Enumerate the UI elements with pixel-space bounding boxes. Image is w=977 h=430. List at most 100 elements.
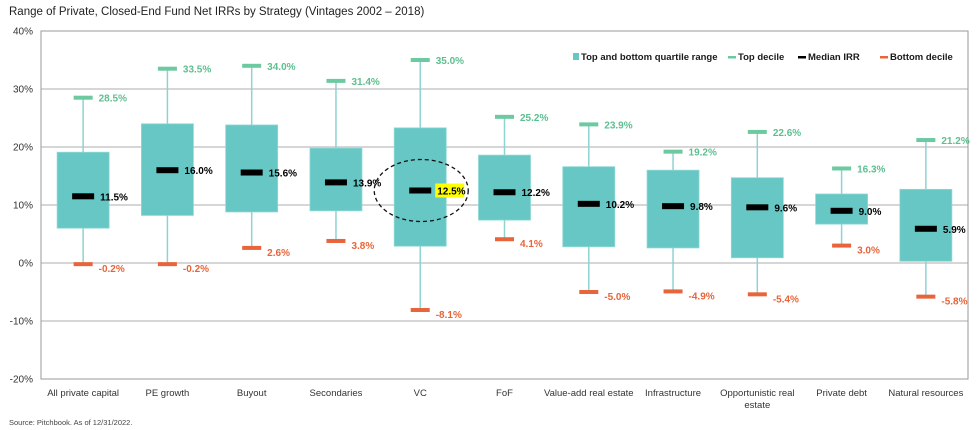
category-label: FoF: [496, 388, 513, 399]
bottom-decile-marker: [747, 292, 767, 297]
top-decile-label: 31.4%: [351, 77, 379, 88]
top-decile-marker: [495, 114, 514, 119]
y-tick-label: 20%: [13, 143, 33, 154]
median-marker: [240, 169, 263, 176]
bottom-decile-marker: [495, 237, 514, 242]
bottom-decile-marker: [73, 262, 93, 267]
bottom-decile-label: -8.1%: [436, 310, 462, 321]
category-label: Secondaries: [310, 388, 363, 399]
top-decile-marker: [663, 149, 683, 154]
median-marker: [662, 203, 685, 210]
median-label: 15.6%: [269, 169, 297, 180]
top-decile-marker: [579, 122, 599, 127]
top-decile-label: 34.0%: [267, 62, 295, 73]
median-marker: [830, 207, 853, 214]
bottom-decile-marker: [242, 245, 262, 250]
top-decile-marker: [73, 95, 93, 100]
median-marker: [914, 225, 937, 232]
median-label-highlight: [435, 183, 465, 198]
top-decile-label: 25.2%: [520, 113, 548, 124]
median-marker: [577, 200, 600, 207]
top-decile-label: 21.2%: [941, 136, 969, 147]
median-label: 9.0%: [859, 207, 882, 218]
bottom-decile-marker: [663, 289, 683, 294]
category-label: Private debt: [816, 388, 867, 399]
median-label: 10.2%: [606, 200, 634, 211]
top-decile-label: 33.5%: [183, 65, 211, 76]
top-decile-marker: [242, 63, 262, 68]
category-label: estate: [744, 400, 770, 411]
median-label: 9.6%: [774, 203, 797, 214]
quartile-box: [899, 188, 953, 262]
median-marker: [72, 193, 95, 200]
top-decile-label: 16.3%: [857, 164, 885, 175]
median-label: 16.0%: [184, 166, 212, 177]
y-tick-label: -20%: [10, 375, 33, 386]
top-decile-label: 35.0%: [436, 56, 464, 67]
category-label: Buyout: [237, 388, 267, 399]
legend-swatch-line: [880, 56, 888, 59]
y-tick-label: 10%: [13, 201, 33, 212]
median-label: 9.8%: [690, 202, 713, 213]
category-label: Value-add real estate: [544, 388, 634, 399]
top-decile-marker: [157, 66, 177, 71]
median-marker: [324, 179, 347, 186]
quartile-box: [225, 124, 279, 213]
bottom-decile-label: -5.4%: [773, 294, 799, 305]
top-decile-label: 28.5%: [99, 94, 127, 105]
legend-label: Median IRR: [808, 52, 860, 63]
bottom-decile-label: -5.0%: [604, 292, 630, 303]
legend-label: Bottom decile: [890, 52, 953, 63]
bottom-decile-label: -4.9%: [689, 291, 715, 302]
chart-title: Range of Private, Closed-End Fund Net IR…: [9, 6, 425, 18]
top-decile-label: 19.2%: [689, 148, 717, 159]
category-label: Opportunistic real: [720, 388, 794, 399]
y-tick-label: 30%: [13, 85, 33, 96]
top-decile-label: 23.9%: [604, 120, 632, 131]
top-decile-marker: [410, 58, 430, 62]
median-label: 13.9%: [353, 178, 381, 189]
bottom-decile-label: 2.6%: [267, 248, 290, 259]
quartile-box: [478, 154, 531, 221]
bottom-decile-marker: [410, 307, 430, 312]
category-label: All private capital: [47, 388, 119, 399]
category-label: VC: [414, 388, 427, 399]
top-decile-marker: [747, 129, 767, 134]
category-label: Natural resources: [888, 388, 963, 399]
top-decile-label: 22.6%: [773, 128, 801, 139]
median-marker: [156, 167, 179, 174]
legend-swatch-line: [728, 56, 736, 59]
y-tick-label: 40%: [13, 27, 33, 38]
median-marker: [746, 204, 769, 211]
median-marker: [493, 189, 516, 196]
top-decile-marker: [832, 166, 852, 171]
bottom-decile-marker: [916, 294, 936, 299]
legend-label: Top decile: [738, 52, 784, 63]
plot-area-frame: [40, 30, 969, 380]
top-decile-marker: [326, 78, 346, 83]
y-tick-label: 0%: [19, 259, 34, 270]
top-decile-marker: [916, 138, 936, 143]
category-label: PE growth: [145, 388, 189, 399]
bottom-decile-marker: [832, 243, 852, 248]
legend-label: Top and bottom quartile range: [581, 52, 718, 63]
legend-swatch-quartile: [573, 53, 579, 60]
quartile-box: [309, 147, 363, 212]
bottom-decile-label: 3.8%: [351, 241, 374, 252]
quartile-box: [56, 151, 110, 229]
quartile-box: [730, 177, 784, 259]
bottom-decile-marker: [157, 262, 177, 267]
legend-swatch-line: [798, 56, 806, 59]
highlight-ellipse: [373, 158, 469, 223]
bottom-decile-label: -5.8%: [941, 297, 967, 308]
bottom-decile-marker: [326, 238, 346, 243]
bottom-decile-label: 3.0%: [857, 246, 880, 257]
source-note: Source: Pitchbook. As of 12/31/2022.: [9, 418, 133, 427]
bottom-decile-label: -0.2%: [99, 264, 125, 275]
bottom-decile-label: 4.1%: [520, 239, 543, 250]
y-tick-label: -10%: [10, 317, 33, 328]
bottom-decile-marker: [579, 290, 599, 294]
category-label: Infrastructure: [645, 388, 701, 399]
median-label: 12.5%: [437, 187, 465, 198]
